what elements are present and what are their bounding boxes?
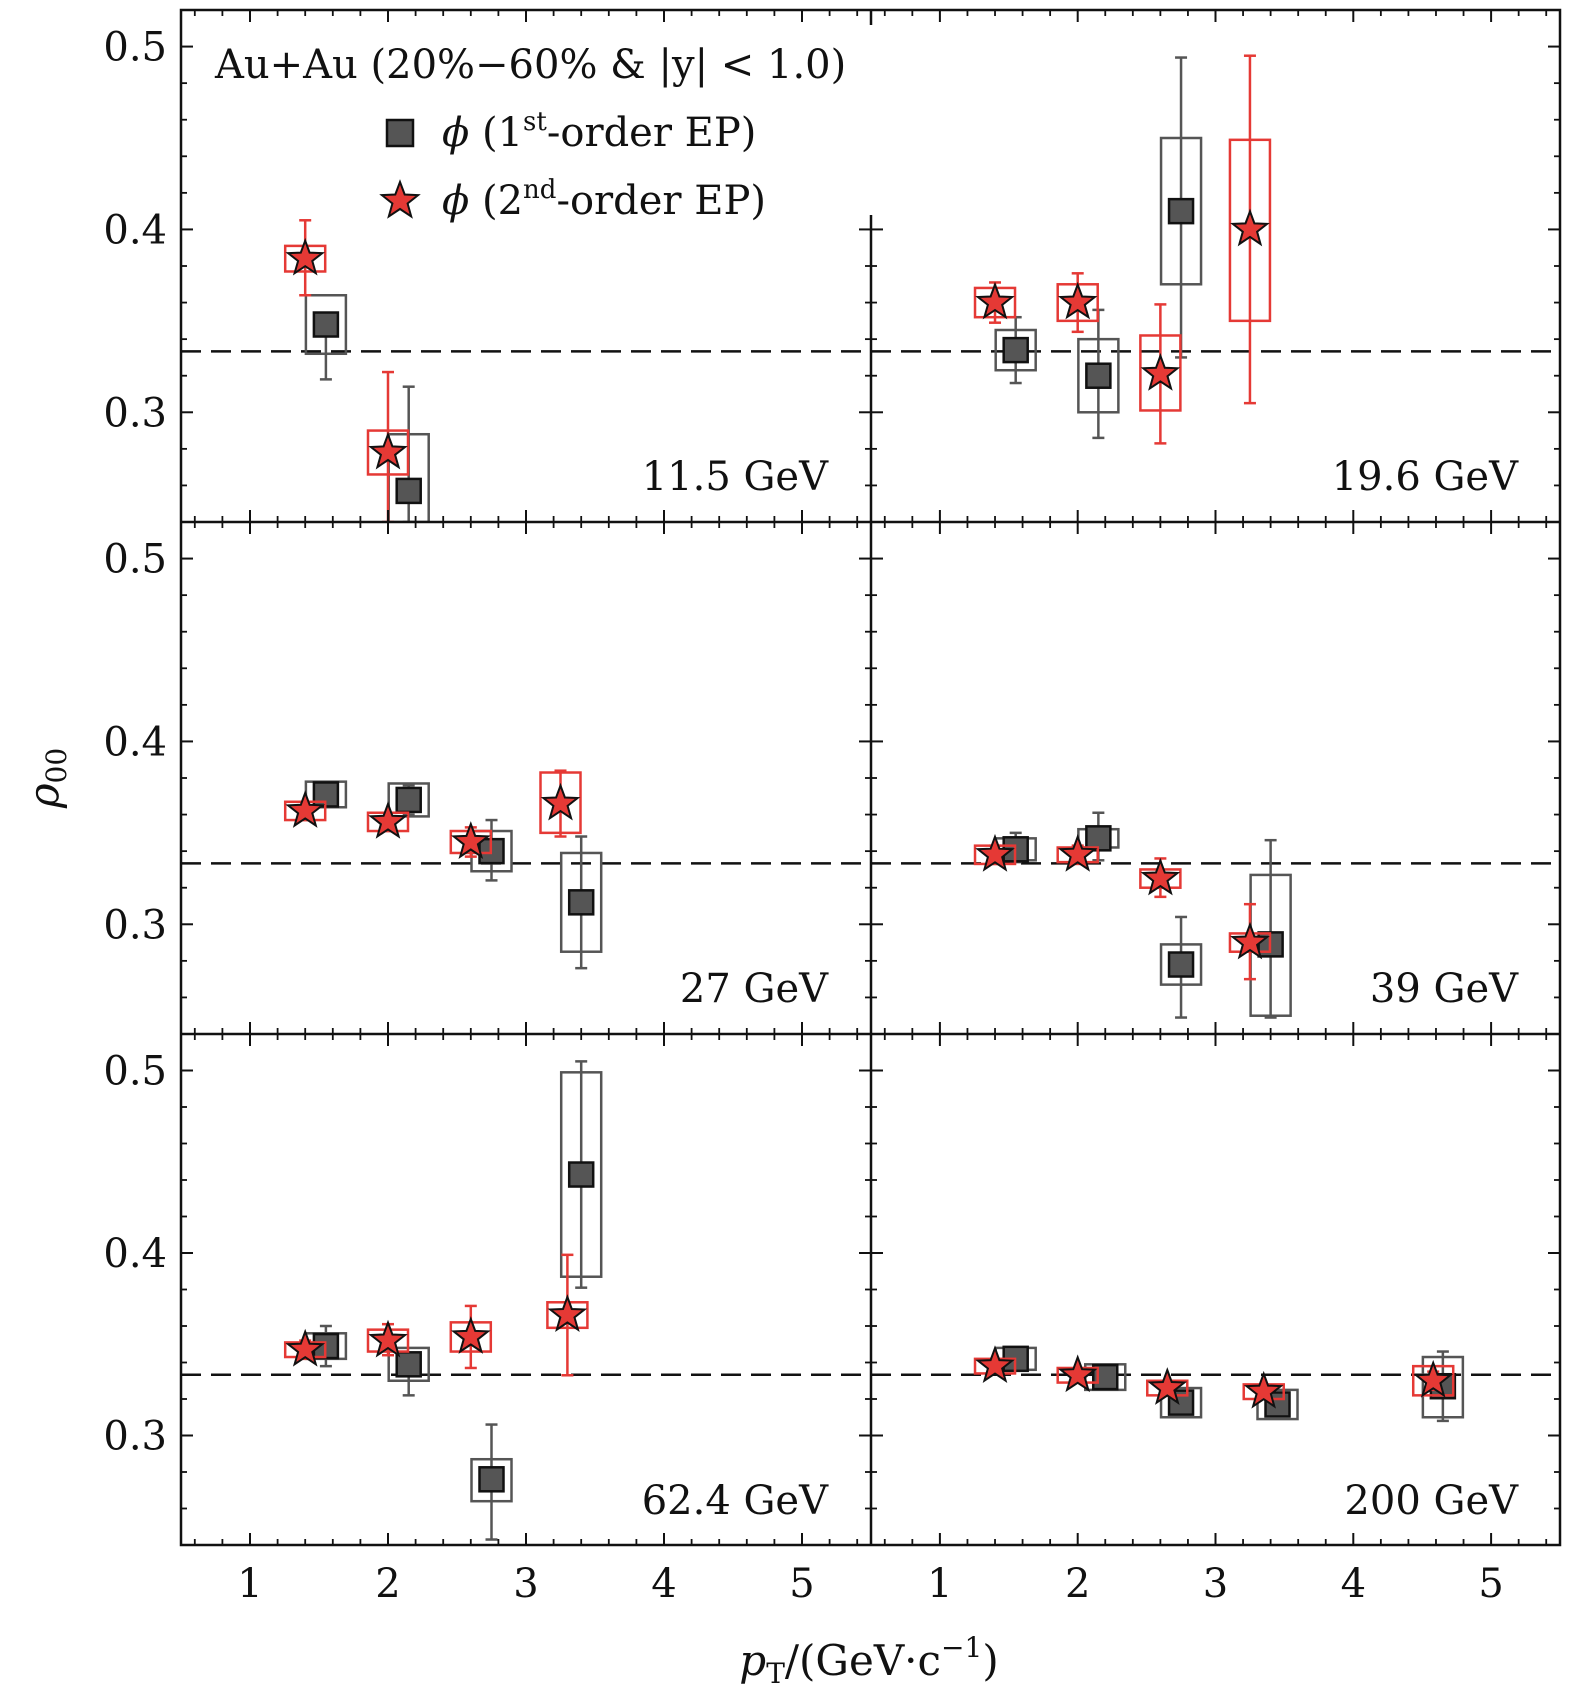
- star-marker-3: [1140, 857, 1181, 896]
- star-marker-2: [368, 431, 408, 470]
- star-marker-1: [975, 833, 1015, 872]
- star-marker-1: [285, 237, 326, 276]
- y-tick-label: 0.4: [103, 719, 167, 765]
- square-marker-3: [1167, 951, 1195, 978]
- square-marker-2: [1085, 362, 1112, 389]
- x-title-sub: T: [766, 1657, 785, 1690]
- star-marker-4: [1230, 208, 1270, 247]
- panel-200-gev: [871, 1345, 1560, 1423]
- x-tick-label: 1: [237, 1561, 262, 1607]
- star-marker-3: [450, 821, 491, 859]
- energy-label-27: 27 GeV: [680, 966, 829, 1012]
- legend-rest-1: -order EP): [547, 110, 757, 156]
- energy-label-19-6: 19.6 GeV: [1332, 454, 1519, 500]
- legend: ϕ (1st-order EP) ϕ (2nd-order EP): [379, 107, 766, 224]
- x-tick-label: 4: [651, 1561, 676, 1607]
- x-tick-label: 4: [1341, 1561, 1366, 1607]
- legend-sup-2: nd: [523, 175, 556, 205]
- star-marker-4: [1230, 921, 1270, 960]
- star-marker-2: [368, 1319, 408, 1358]
- axis-ticks: 0.3 0.4 0.5 0.3 0.4 0.5 0.3 0.4 0.5 1 2 3 4 5 1 2 3 4 5: [103, 10, 1560, 1607]
- y-tick-label: 0.5: [103, 25, 167, 71]
- star-marker-3: [1147, 1367, 1188, 1405]
- legend-phi-2: ϕ: [442, 178, 469, 224]
- y-tick-label: 0.5: [103, 537, 167, 583]
- square-marker-1: [1002, 336, 1029, 364]
- energy-label-200: 200 GeV: [1344, 1478, 1519, 1524]
- square-marker-4: [1264, 1391, 1291, 1418]
- star-marker-1: [285, 1328, 326, 1367]
- legend-square-marker: [385, 118, 415, 148]
- star-marker-3: [450, 1316, 491, 1354]
- panel-39-gev: [871, 811, 1560, 1019]
- energy-label-62-4: 62.4 GeV: [642, 1478, 829, 1524]
- star-marker-1: [975, 281, 1015, 320]
- square-marker-3: [1167, 197, 1195, 225]
- square-marker-4: [567, 1161, 595, 1188]
- star-marker-2: [1057, 281, 1098, 320]
- star-marker-2: [368, 801, 408, 839]
- y-tick-label: 0.3: [103, 390, 167, 436]
- star-marker-1: [975, 1345, 1015, 1384]
- panels-layer: [181, 54, 1560, 1541]
- square-marker-4: [567, 889, 595, 916]
- square-sys-box-3: [1159, 1386, 1203, 1419]
- legend-rest-2: -order EP): [556, 178, 766, 224]
- legend-entry-2nd-order: ϕ (2nd-order EP): [442, 175, 766, 224]
- star-marker-4: [540, 782, 581, 821]
- panel-62-4-gev: [181, 1060, 871, 1541]
- star-marker-2: [1057, 1354, 1098, 1393]
- y-tick-label: 0.4: [103, 1231, 167, 1277]
- energy-label-11-5: 11.5 GeV: [642, 454, 829, 500]
- x-tick-label: 3: [513, 1561, 538, 1607]
- energy-label-39: 39 GeV: [1370, 966, 1519, 1012]
- star-marker-4: [547, 1294, 588, 1332]
- y-tick-label: 0.3: [103, 1414, 167, 1460]
- square-marker-3: [478, 1466, 505, 1493]
- y-tick-label: 0.3: [103, 902, 167, 948]
- header-text: Au+Au (20%−60% & |y| < 1.0): [214, 42, 846, 88]
- legend-sup-1: st: [523, 107, 547, 137]
- panel-frames: [179, 8, 1562, 1547]
- x-tick-label: 1: [927, 1561, 952, 1607]
- x-title-close: ): [982, 1636, 998, 1685]
- square-marker-2: [395, 1351, 422, 1378]
- legend-background: [205, 25, 1005, 215]
- legend-open-1: (1: [482, 110, 523, 156]
- star-marker-1: [285, 790, 326, 828]
- legend-open-2: (2: [482, 178, 523, 224]
- x-title-p: p: [739, 1636, 766, 1685]
- x-tick-label: 3: [1203, 1561, 1228, 1607]
- star-marker-3: [1140, 353, 1181, 391]
- star-marker-4: [1243, 1370, 1284, 1409]
- x-title-units: /(GeV·c: [785, 1636, 941, 1685]
- x-tick-label: 5: [1478, 1561, 1503, 1607]
- legend-star-marker: [379, 179, 421, 219]
- y-tick-label: 0.5: [103, 1049, 167, 1095]
- square-marker-1: [312, 311, 340, 338]
- panel-19-6-gev: [871, 54, 1560, 445]
- legend-phi-1: ϕ: [442, 110, 469, 156]
- legend-entry-1st-order: ϕ (1st-order EP): [442, 107, 756, 156]
- star-marker-5: [1413, 1359, 1454, 1398]
- y-title-rho: ρ: [19, 783, 68, 809]
- x-title-exp: −1: [941, 1631, 982, 1664]
- panel-27-gev: [181, 769, 871, 970]
- y-axis-title: ρ00: [19, 748, 73, 809]
- panel-11-5-gev: [181, 219, 871, 522]
- square-marker-2: [395, 477, 422, 505]
- x-tick-label: 2: [1065, 1561, 1090, 1607]
- x-axis-title: pT/(GeV·c−1): [739, 1631, 998, 1690]
- y-tick-label: 0.4: [103, 207, 167, 253]
- x-tick-label: 2: [375, 1561, 400, 1607]
- star-marker-2: [1057, 833, 1098, 872]
- square-marker-2: [395, 786, 422, 814]
- y-title-sub: 00: [40, 748, 73, 784]
- x-tick-label: 5: [789, 1561, 814, 1607]
